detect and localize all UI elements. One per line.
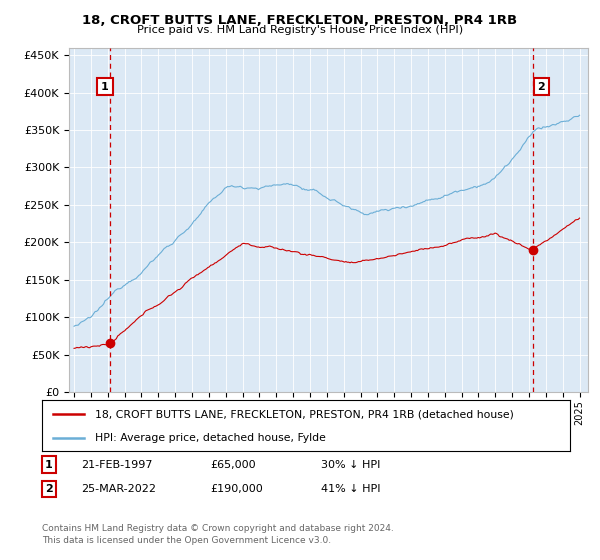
Text: 2: 2 bbox=[45, 484, 53, 494]
Text: £190,000: £190,000 bbox=[210, 484, 263, 494]
Text: Contains HM Land Registry data © Crown copyright and database right 2024.
This d: Contains HM Land Registry data © Crown c… bbox=[42, 524, 394, 545]
Text: 41% ↓ HPI: 41% ↓ HPI bbox=[321, 484, 380, 494]
Text: 1: 1 bbox=[45, 460, 53, 470]
Text: 2: 2 bbox=[538, 82, 545, 91]
Text: £65,000: £65,000 bbox=[210, 460, 256, 470]
Text: 21-FEB-1997: 21-FEB-1997 bbox=[81, 460, 152, 470]
Text: HPI: Average price, detached house, Fylde: HPI: Average price, detached house, Fyld… bbox=[95, 433, 326, 443]
Text: 30% ↓ HPI: 30% ↓ HPI bbox=[321, 460, 380, 470]
Text: 1: 1 bbox=[101, 82, 109, 91]
Text: 18, CROFT BUTTS LANE, FRECKLETON, PRESTON, PR4 1RB (detached house): 18, CROFT BUTTS LANE, FRECKLETON, PRESTO… bbox=[95, 409, 514, 419]
Text: Price paid vs. HM Land Registry's House Price Index (HPI): Price paid vs. HM Land Registry's House … bbox=[137, 25, 463, 35]
Text: 25-MAR-2022: 25-MAR-2022 bbox=[81, 484, 156, 494]
Text: 18, CROFT BUTTS LANE, FRECKLETON, PRESTON, PR4 1RB: 18, CROFT BUTTS LANE, FRECKLETON, PRESTO… bbox=[82, 14, 518, 27]
